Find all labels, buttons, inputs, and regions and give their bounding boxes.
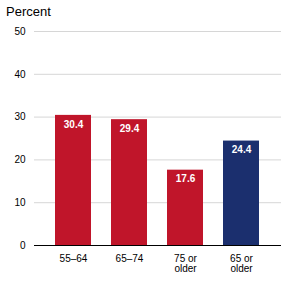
svg-text:65 orolder: 65 orolder — [230, 253, 253, 274]
svg-text:30: 30 — [14, 111, 26, 122]
svg-text:75 orolder: 75 orolder — [174, 253, 197, 274]
svg-text:0: 0 — [20, 240, 26, 251]
svg-text:40: 40 — [14, 69, 26, 80]
html-text:Percent: Percent — [6, 4, 51, 19]
svg-text:29.4: 29.4 — [120, 123, 140, 134]
svg-text:65–74: 65–74 — [116, 253, 144, 264]
svg-text:10: 10 — [14, 197, 26, 208]
svg-text:50: 50 — [14, 26, 26, 37]
svg-text:17.6: 17.6 — [176, 173, 196, 184]
svg-text:55–64: 55–64 — [60, 253, 88, 264]
svg-text:20: 20 — [14, 154, 26, 165]
svg-text:30.4: 30.4 — [64, 119, 84, 130]
svg-text:24.4: 24.4 — [232, 144, 252, 155]
